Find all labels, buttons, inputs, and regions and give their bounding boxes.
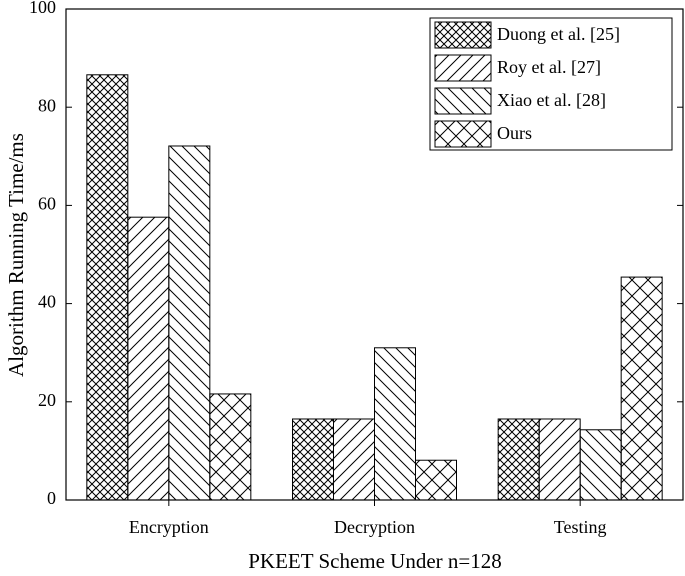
y-tick-label: 80 xyxy=(38,95,56,115)
legend-swatch xyxy=(434,120,492,148)
bar xyxy=(415,459,457,501)
bar xyxy=(538,418,581,501)
legend-swatch xyxy=(434,54,492,82)
y-tick-label: 100 xyxy=(29,0,56,17)
x-tick-label: Testing xyxy=(554,517,607,537)
bar xyxy=(579,429,622,501)
legend-label: Xiao et al. [28] xyxy=(497,90,606,110)
bar xyxy=(292,418,334,501)
x-axis-label: PKEET Scheme Under n=128 xyxy=(248,549,502,573)
legend-label: Duong et al. [25] xyxy=(497,24,620,44)
bar xyxy=(497,418,540,501)
y-axis-label: Algorithm Running Time/ms xyxy=(4,133,28,377)
bar xyxy=(86,74,129,501)
bar xyxy=(168,145,211,501)
y-tick-label: 0 xyxy=(47,488,56,508)
bar xyxy=(333,418,375,501)
plot-frame xyxy=(65,8,684,501)
bar xyxy=(620,276,663,501)
bar xyxy=(209,393,252,501)
legend-label: Roy et al. [27] xyxy=(497,57,601,77)
x-tick-label: Encryption xyxy=(129,517,209,537)
legend-swatch xyxy=(434,21,492,49)
x-tick-label: Decryption xyxy=(334,517,415,537)
y-tick-label: 60 xyxy=(38,194,56,214)
y-tick-label: 20 xyxy=(38,390,56,410)
legend-label: Ours xyxy=(497,123,532,143)
y-tick-label: 40 xyxy=(38,292,56,312)
bar xyxy=(127,216,170,501)
bar xyxy=(374,347,416,501)
legend-swatch xyxy=(434,87,492,115)
